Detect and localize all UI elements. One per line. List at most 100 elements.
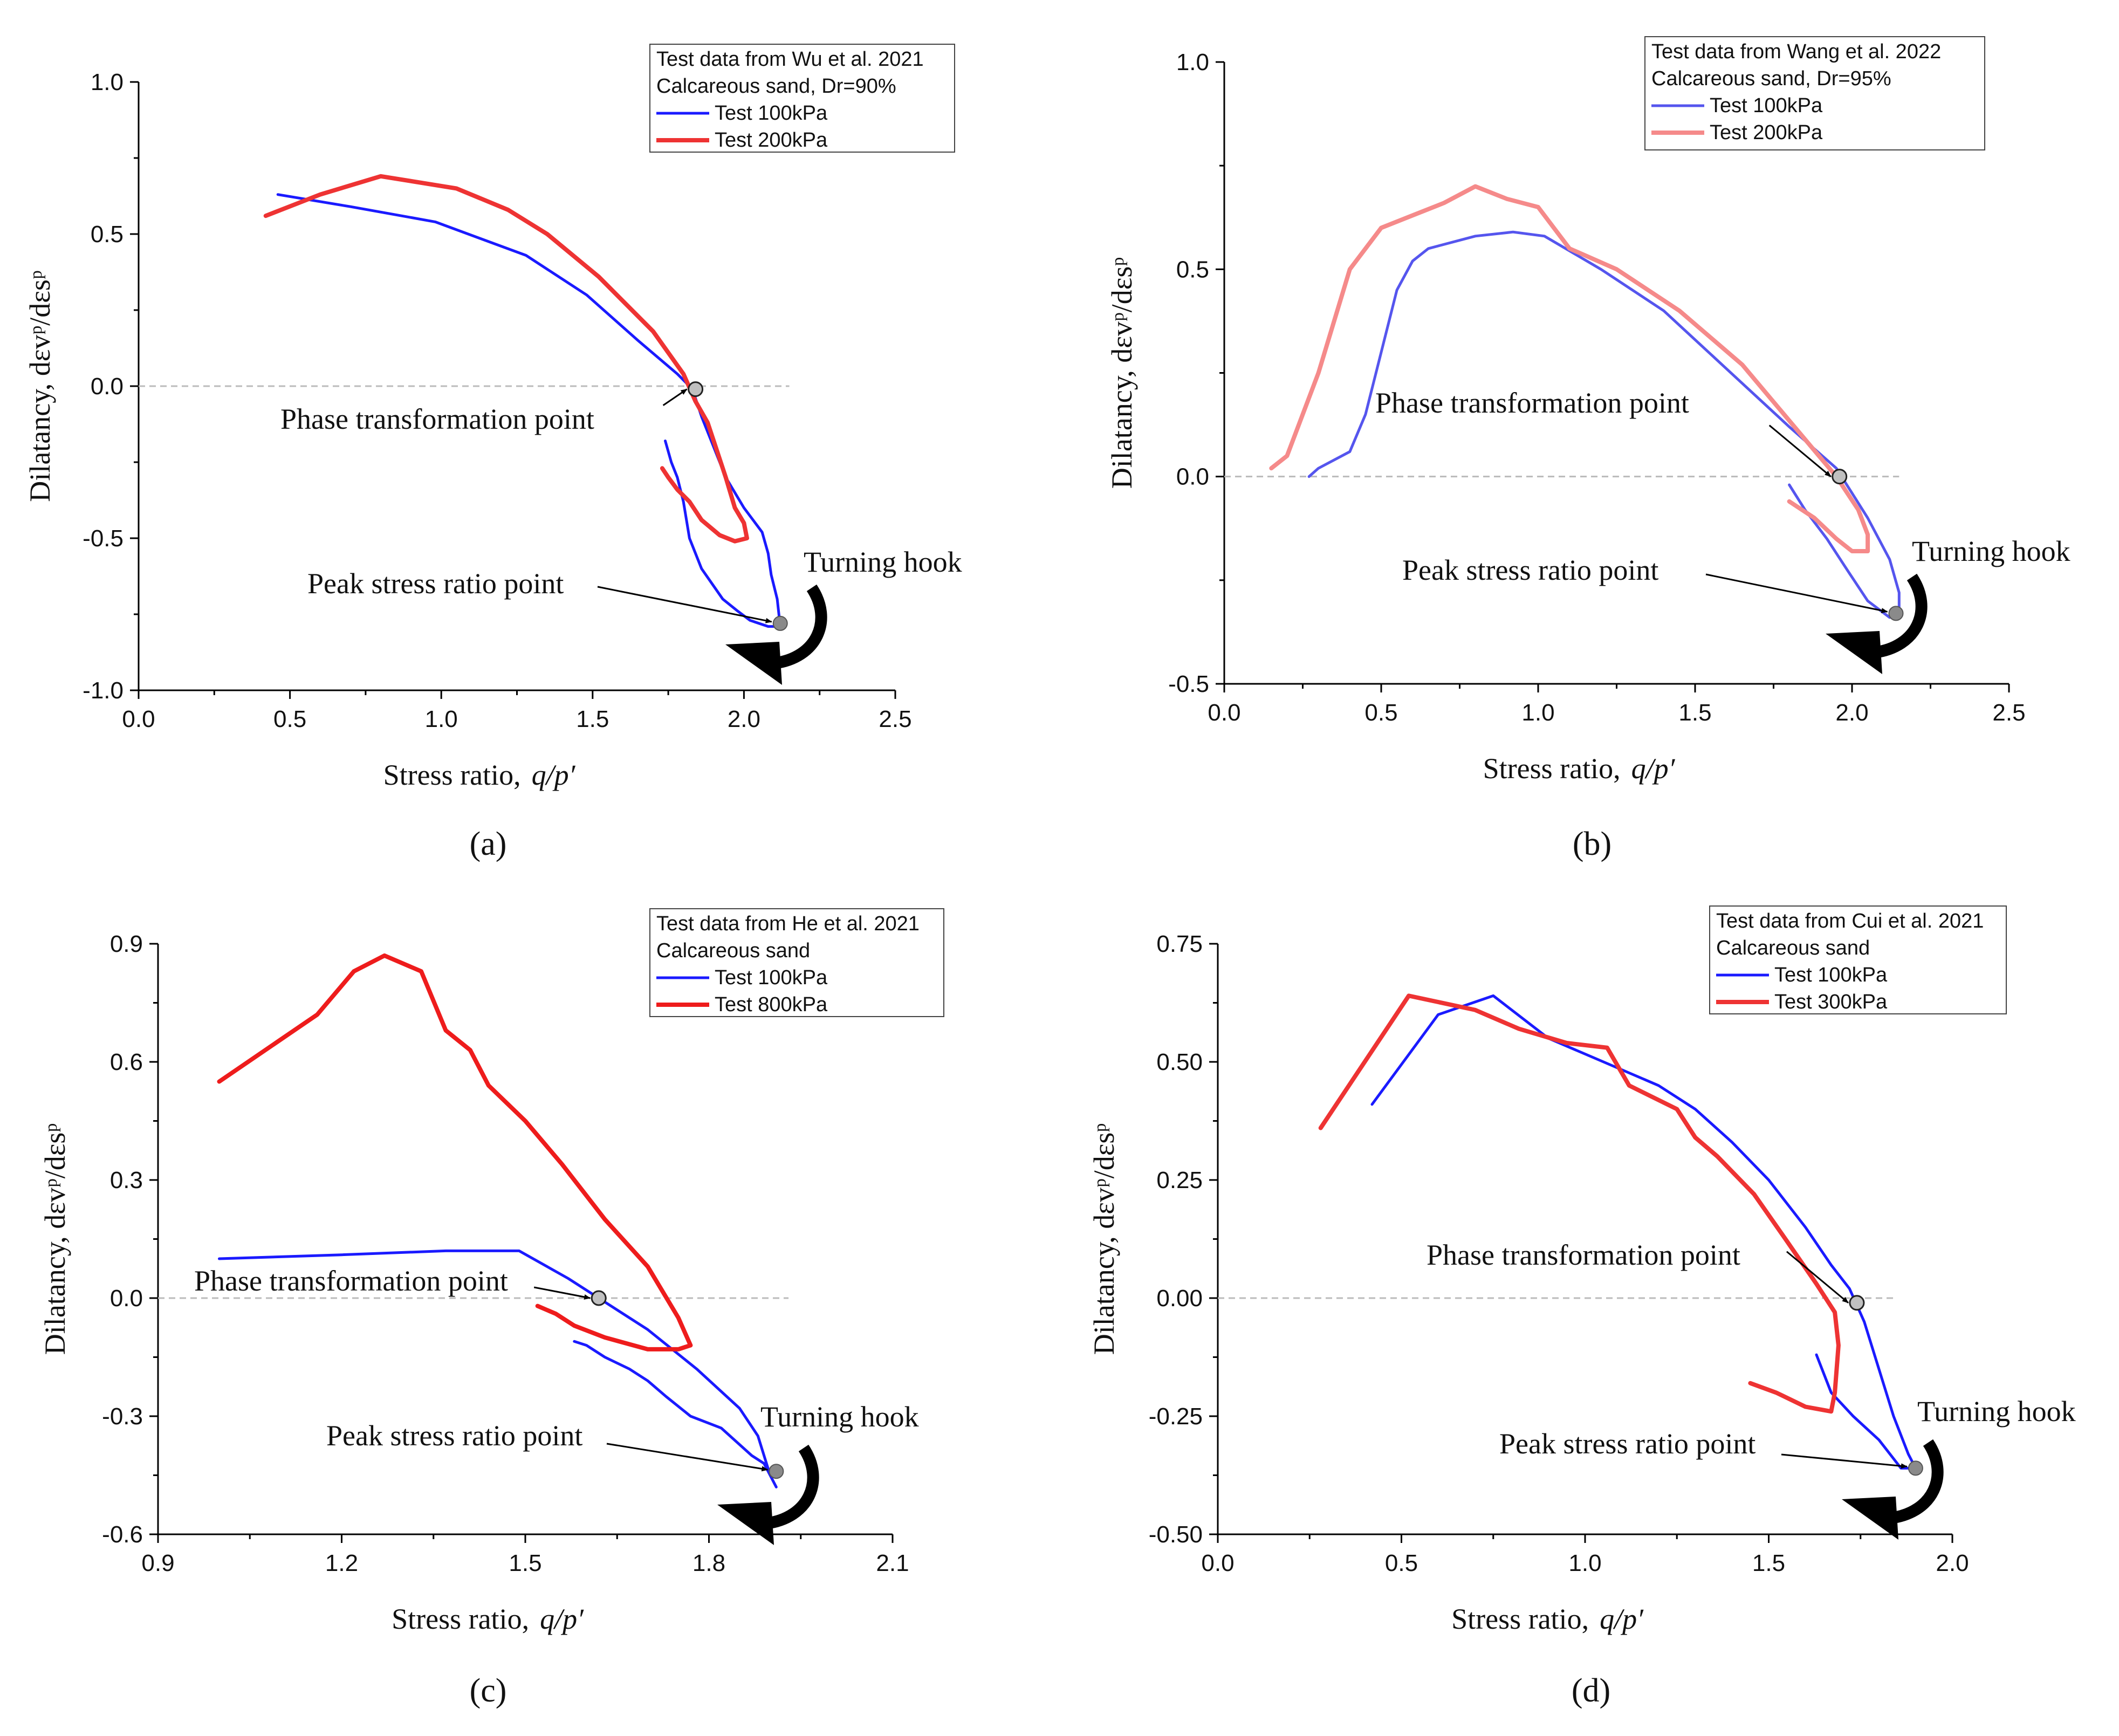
peak-stress-ratio-label: Peak stress ratio point <box>1499 1428 1755 1460</box>
y-tick-label: 1.0 <box>91 69 124 95</box>
phase-transformation-label: Phase transformation point <box>1375 387 1689 419</box>
x-axis-title: Stress ratio, q/p′ <box>383 759 576 791</box>
x-tick-label: 1.0 <box>1568 1550 1601 1576</box>
phase-transformation-marker <box>591 1290 607 1306</box>
x-tick-label: 2.0 <box>728 706 760 732</box>
legend-title-line: Calcareous sand, Dr=95% <box>1651 67 1891 90</box>
x-tick-label: 1.0 <box>425 706 458 732</box>
x-tick-label: 1.0 <box>1521 699 1554 726</box>
peak-stress-ratio-label: Peak stress ratio point <box>1402 554 1658 586</box>
turning-hook-arrow-shaft <box>1873 573 1928 658</box>
peak-stress-ratio-arrow <box>1781 1453 1908 1469</box>
panel-label: (b) <box>1573 826 1611 862</box>
turning-hook-arrow-head <box>717 1502 774 1545</box>
turning-hook-label: Turning hook <box>760 1401 919 1433</box>
x-tick-label: 2.0 <box>1936 1550 1969 1576</box>
y-tick-label: 0.0 <box>110 1285 143 1312</box>
x-tick-label: 2.5 <box>879 706 911 732</box>
y-tick-label: -0.6 <box>102 1521 143 1548</box>
series-line-test-100kpa <box>276 193 782 628</box>
y-tick-label: -0.5 <box>1168 671 1209 697</box>
peak-stress-ratio-label: Peak stress ratio point <box>326 1419 582 1452</box>
y-tick-label: 0.6 <box>110 1049 143 1075</box>
series-line-test-800kpa <box>217 953 693 1351</box>
peak-stress-ratio-marker <box>1908 1460 1923 1476</box>
peak-stress-ratio-label: Peak stress ratio point <box>307 567 564 600</box>
turning-hook-arrow-shaft <box>773 584 827 669</box>
legend: Test data from He et al. 2021 Calcareous … <box>649 908 944 1017</box>
legend: Test data from Wu et al. 2021 Calcareous … <box>649 44 955 153</box>
x-tick-label: 2.0 <box>1835 699 1868 726</box>
x-tick-label: 1.5 <box>1678 699 1711 726</box>
peak-stress-ratio-arrow <box>606 1443 769 1472</box>
x-axis-title-text: Stress ratio, <box>1483 752 1621 785</box>
series-line-test-100kpa <box>1307 230 1901 619</box>
phase-transformation-arrow <box>1786 1251 1849 1303</box>
phase-transformation-arrow <box>662 388 688 406</box>
y-tick-label: -0.3 <box>102 1403 143 1430</box>
y-tick-label: 0.00 <box>1156 1285 1203 1312</box>
legend-title-line: Calcareous sand, Dr=90% <box>656 75 896 98</box>
y-tick-label: 0.0 <box>1176 464 1209 490</box>
turning-hook-arrow-head <box>1826 631 1882 674</box>
phase-transformation-label: Phase transformation point <box>280 403 594 435</box>
legend-entry: Test 200kPa <box>1710 121 1823 144</box>
series-line-test-100kpa <box>218 1249 778 1488</box>
legend-entry: Test 200kPa <box>715 129 828 152</box>
y-axis-title: Dilatancy, dεvᵖ/dεsᵖ <box>1106 257 1138 489</box>
turning-hook-label: Turning hook <box>804 546 962 578</box>
y-tick-label: -0.25 <box>1149 1403 1203 1430</box>
y-tick-label: 1.0 <box>1176 49 1209 76</box>
x-tick-label: 0.5 <box>1385 1550 1418 1576</box>
legend-entry: Test 800kPa <box>715 993 828 1016</box>
phase-transformation-marker <box>688 381 704 397</box>
legend-entry: Test 100kPa <box>715 102 828 125</box>
phase-transformation-marker <box>1849 1295 1865 1311</box>
turning-hook-arrow-head <box>1842 1497 1898 1540</box>
phase-transformation-arrow <box>1768 424 1832 477</box>
legend-box <box>1709 905 2007 1014</box>
peak-stress-ratio-marker <box>769 1464 784 1479</box>
legend-entry: Test 100kPa <box>715 966 828 989</box>
chart-panel-d: 0.0 0.5 1.0 1.5 2.0 -0.50 -0.25 0.00 0.25 0.50 0.7… <box>1088 905 2076 1709</box>
x-tick-label: 1.8 <box>692 1550 725 1576</box>
x-axis-title-text: Stress ratio, <box>383 759 521 791</box>
panel-label: (c) <box>470 1672 507 1709</box>
legend-title-line: Calcareous sand <box>656 939 810 962</box>
peak-stress-ratio-arrow <box>1705 573 1888 614</box>
panel-label: (d) <box>1572 1672 1610 1709</box>
legend-title-line: Test data from Cui et al. 2021 <box>1716 910 1984 932</box>
legend-title-line: Test data from Wu et al. 2021 <box>656 48 924 71</box>
x-tick-label: 0.5 <box>273 706 306 732</box>
y-tick-label: 0.75 <box>1156 931 1203 957</box>
y-tick-label: 0.50 <box>1156 1049 1203 1075</box>
y-tick-label: 0.3 <box>110 1167 143 1193</box>
series-line-test-200kpa <box>263 174 749 544</box>
series-line-test-300kpa <box>1318 993 1841 1414</box>
phase-transformation-marker <box>1832 469 1848 485</box>
x-tick-label: 2.1 <box>876 1550 909 1576</box>
series-line-test-200kpa <box>1269 184 1870 553</box>
x-axis-title-variable: q/p′ <box>540 1603 584 1635</box>
y-axis-title: Dilatancy, dεvᵖ/dεsᵖ <box>1088 1123 1120 1355</box>
x-axis-title: Stress ratio, q/p′ <box>1483 752 1676 785</box>
phase-transformation-arrow <box>533 1286 591 1300</box>
y-tick-label: -1.0 <box>83 677 124 704</box>
x-tick-label: 0.0 <box>122 706 155 732</box>
x-tick-label: 1.5 <box>509 1550 541 1576</box>
x-axis-title-variable: q/p′ <box>532 759 576 791</box>
legend-box <box>649 908 944 1017</box>
legend-box <box>649 44 955 153</box>
y-tick-label: 0.25 <box>1156 1167 1203 1193</box>
phase-transformation-label: Phase transformation point <box>194 1265 508 1297</box>
legend: Test data from Wang et al. 2022 Calcareou… <box>1644 36 1985 150</box>
y-tick-label: 0.5 <box>1176 256 1209 283</box>
x-axis-title-variable: q/p′ <box>1600 1603 1644 1635</box>
x-tick-label: 0.0 <box>1208 699 1240 726</box>
turning-hook-arrow-head <box>725 642 782 685</box>
x-axis-title: Stress ratio, q/p′ <box>1451 1603 1644 1635</box>
x-tick-label: 2.5 <box>1992 699 2025 726</box>
x-axis-title-text: Stress ratio, <box>392 1603 529 1635</box>
